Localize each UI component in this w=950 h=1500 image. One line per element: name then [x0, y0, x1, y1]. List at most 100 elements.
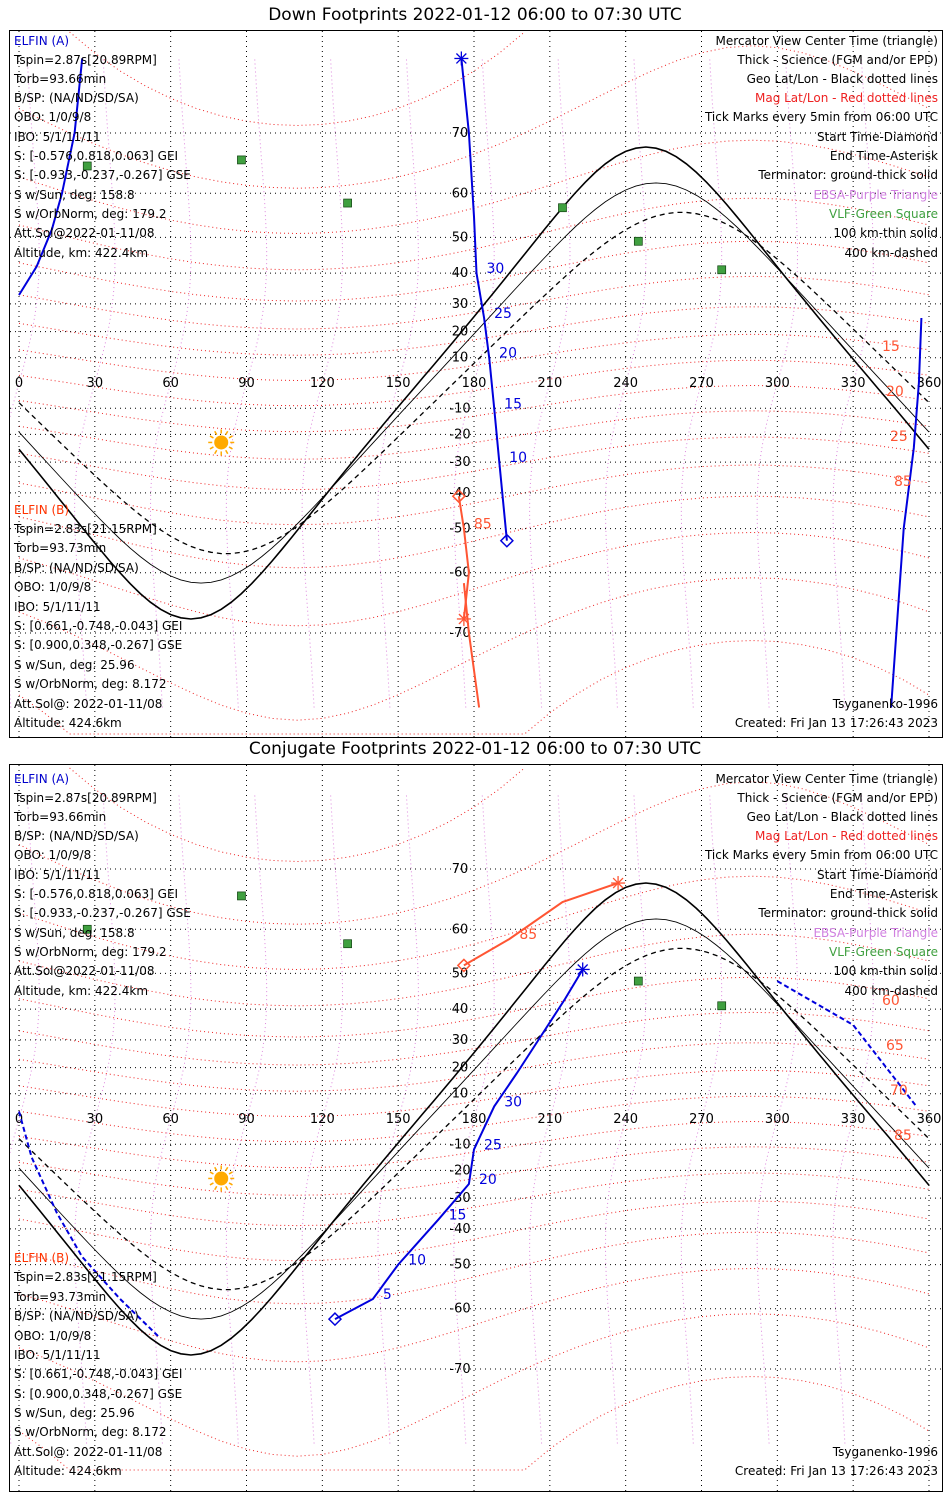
mag-lat-gridline: [18, 875, 930, 971]
map-svg-conjugate: 0 30 60 90 120 150 180 210 240 270 300 330 360706050…: [10, 765, 942, 1491]
sun-ray: [225, 1185, 229, 1191]
map-svg-down: 0 30 60 90 120 150 180 210 240 270 300 330 360 70 60 50…: [10, 31, 942, 737]
mag-lat-gridline: [18, 639, 930, 735]
sat-track-b: [457, 496, 470, 620]
track-tick-label: 25: [484, 1137, 502, 1153]
vlf-site-marker: [237, 891, 246, 901]
x-tick-label: 360: [917, 1112, 942, 1127]
sat-a-line: Torb=93.66min: [14, 72, 107, 86]
legend-vlf: VLF-Green Square: [829, 945, 938, 959]
model-label: Tsyganenko-1996: [832, 1445, 938, 1459]
sun-ray: [214, 1166, 218, 1172]
x-tick-label: 180: [462, 1112, 487, 1127]
sat-b-line: S w/OrbNorm, deg: 8.172: [14, 677, 167, 691]
start-diamond-icon: [499, 533, 514, 548]
sat-a-name: ELFIN (A): [14, 772, 70, 786]
sat-b-line: Altitude: 424.6km: [14, 716, 122, 730]
legend-100km: 100 km-thin solid: [833, 226, 938, 240]
mag-lat-gridline: [18, 1200, 930, 1262]
mag-lat-gridline: [18, 531, 930, 627]
legend-start: Start Time-Diamond: [816, 868, 938, 882]
terminator-400km: [18, 947, 930, 1291]
end-asterisk-icon: [458, 613, 470, 625]
sun-ray: [225, 1166, 229, 1172]
mag-lat-label: 60: [882, 993, 900, 1009]
legend-mag: Mag Lat/Lon - Red dotted lines: [754, 829, 938, 843]
start-diamond-icon: [451, 489, 466, 504]
legend-center: Mercator View Center Time (triangle): [715, 34, 938, 48]
sat-a-line: Att.Sol@2022-01-11/08: [14, 964, 155, 978]
track-tick-label: 30: [487, 261, 505, 277]
x-tick-label: 210: [537, 1112, 562, 1127]
sat-b-line: Att.Sol@: 2022-01-11/08: [14, 1445, 163, 1459]
sat-a-line: OBO: 1/0/9/8: [14, 848, 92, 862]
sun-ray: [225, 430, 229, 436]
legend-vlf: VLF-Green Square: [829, 207, 938, 221]
vlf-site-marker: [82, 924, 92, 934]
vlf-site-marker: [237, 155, 246, 165]
sat-b-line: S: [0.900,0.348,-0.267] GSE: [14, 638, 183, 652]
y-tick-label: 50: [452, 230, 469, 245]
sat-b-line: Tspin=2.83s[21.15RPM]: [14, 1270, 157, 1284]
y-tick-label: -10: [449, 1137, 470, 1152]
y-tick-label: -50: [449, 522, 470, 537]
x-tick-label: 270: [689, 1112, 714, 1127]
sat-a-line: Tspin=2.87s[20.89RPM]: [14, 791, 157, 805]
y-tick-label: -30: [449, 455, 470, 470]
x-tick-label: 270: [689, 376, 714, 391]
sat-track-a: [18, 58, 84, 296]
sat-track-a: [334, 968, 584, 1320]
terminator-100km: [18, 918, 930, 1320]
track-tick-label: 85: [519, 927, 537, 943]
track-tick-label: 10: [408, 1253, 426, 1269]
sat-a-line: IBO: 5/1/11/11: [14, 868, 101, 882]
vlf-site-marker: [82, 161, 92, 171]
x-tick-label: 240: [613, 376, 638, 391]
mag-lat-gridline: [69, 767, 525, 863]
sat-a-line: S: [-0.576,0.818,0.063] GEI: [14, 149, 179, 163]
sat-track-b: [463, 882, 619, 967]
created-label: Created: Fri Jan 13 17:26:43 2023: [734, 1464, 938, 1478]
sun-ray: [228, 446, 233, 450]
legend-end: End Time-Asterisk: [829, 149, 938, 163]
sat-track-a: [776, 980, 918, 1108]
start-diamond-icon: [456, 958, 471, 973]
x-tick-label: 90: [238, 376, 255, 391]
legend-ebsa: EBSA-Purple Triangle: [813, 188, 938, 202]
y-tick-label: -10: [449, 401, 470, 416]
sat-a-line: Att.Sol@2022-01-11/08: [14, 226, 155, 240]
legend-mag: Mag Lat/Lon - Red dotted lines: [754, 91, 938, 105]
sat-a-name: ELFIN (A): [14, 34, 70, 48]
x-tick-label: 300: [765, 1112, 790, 1127]
vlf-site-marker: [343, 198, 352, 208]
sat-a-line: S w/Sun, deg: 158.8: [14, 188, 135, 202]
mag-lat-label: 65: [886, 1038, 904, 1054]
model-label: Tsyganenko-1996: [832, 697, 938, 711]
mag-lat-gridline: [18, 1172, 930, 1227]
sat-a-line: B/SP: (NA/ND/SD/SA): [14, 91, 139, 105]
track-tick-label: 85: [474, 517, 492, 533]
sat-a-line: S: [-0.933,-0.237,-0.267] GSE: [14, 168, 191, 182]
y-tick-label: 10: [452, 1087, 469, 1102]
mag-lat-label: 85: [894, 1128, 912, 1144]
vlf-site-marker: [633, 976, 643, 986]
sat-b-line: S: [0.661,-0.748,-0.043] GEI: [14, 1367, 183, 1381]
mag-lat-gridline: [18, 1011, 930, 1066]
sat-b-line: S w/Sun, deg: 25.96: [14, 1406, 135, 1420]
mag-lat-gridline: [18, 436, 930, 491]
y-tick-label: 40: [452, 1002, 469, 1017]
sat-b-line: S w/OrbNorm, deg: 8.172: [14, 1425, 167, 1439]
x-tick-label: 0: [15, 1112, 23, 1127]
created-label: Created: Fri Jan 13 17:26:43 2023: [734, 716, 938, 730]
mag-lat-label: 85: [894, 474, 912, 490]
sun-ray: [209, 446, 214, 450]
terminator-400km: [18, 211, 930, 555]
legend-ticks: Tick Marks every 5min from 06:00 UTC: [704, 110, 938, 124]
sat-b-name: ELFIN (B): [14, 503, 70, 517]
x-tick-label: 150: [386, 1112, 411, 1127]
legend-ticks: Tick Marks every 5min from 06:00 UTC: [704, 848, 938, 862]
sat-b-line: IBO: 5/1/11/11: [14, 1348, 101, 1362]
sat-track-a: [890, 317, 923, 708]
track-tick-label: 20: [499, 346, 517, 362]
y-tick-label: 70: [452, 126, 469, 141]
